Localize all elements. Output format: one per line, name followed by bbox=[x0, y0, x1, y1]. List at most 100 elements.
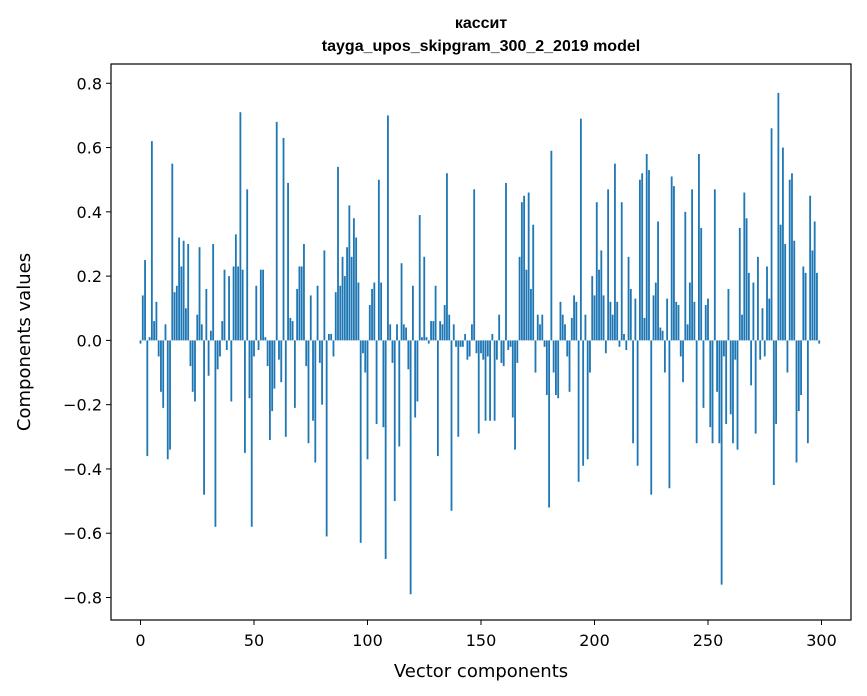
bar bbox=[362, 340, 364, 354]
bar bbox=[618, 340, 621, 347]
bar bbox=[543, 340, 546, 347]
bar bbox=[802, 266, 805, 341]
bar bbox=[754, 340, 757, 434]
bar bbox=[343, 276, 346, 341]
bar bbox=[729, 340, 732, 415]
bar bbox=[779, 224, 782, 341]
bar bbox=[623, 333, 625, 341]
bar bbox=[141, 295, 144, 341]
bar bbox=[520, 202, 523, 341]
bar bbox=[187, 243, 190, 341]
bar bbox=[377, 179, 380, 341]
bar bbox=[784, 243, 787, 341]
bar bbox=[318, 340, 321, 363]
bar bbox=[750, 340, 753, 386]
bar bbox=[641, 173, 644, 341]
bar bbox=[743, 192, 746, 341]
bar bbox=[219, 340, 221, 357]
bar bbox=[185, 308, 187, 341]
bar bbox=[781, 147, 784, 341]
bar bbox=[495, 340, 498, 360]
bar bbox=[720, 340, 723, 585]
bar bbox=[727, 288, 730, 341]
bar bbox=[707, 298, 709, 341]
bar bbox=[561, 314, 564, 341]
bar bbox=[804, 272, 807, 341]
bar bbox=[298, 266, 301, 341]
bar bbox=[498, 314, 501, 341]
bar bbox=[718, 340, 721, 444]
bar bbox=[770, 128, 773, 341]
y-tick-label: 0.8 bbox=[77, 74, 102, 93]
bar bbox=[455, 340, 457, 347]
bar bbox=[441, 324, 444, 341]
bar bbox=[207, 340, 210, 376]
bar bbox=[271, 340, 274, 412]
bar bbox=[314, 340, 317, 463]
bar bbox=[273, 340, 276, 389]
bar bbox=[516, 340, 519, 363]
bar bbox=[357, 282, 360, 341]
bar bbox=[659, 327, 662, 341]
bar bbox=[448, 314, 451, 341]
bar bbox=[552, 340, 555, 373]
bar bbox=[811, 250, 814, 341]
bar bbox=[700, 227, 703, 341]
bar bbox=[732, 340, 734, 444]
bar bbox=[806, 340, 809, 444]
bar bbox=[645, 153, 648, 341]
bar bbox=[620, 202, 623, 341]
bar bbox=[711, 340, 714, 444]
bar bbox=[430, 321, 432, 341]
bar bbox=[527, 192, 530, 341]
bar bbox=[146, 340, 149, 457]
bar bbox=[287, 182, 289, 341]
bar bbox=[584, 314, 587, 341]
bar bbox=[355, 237, 358, 341]
bar-series bbox=[139, 92, 821, 595]
bar bbox=[341, 256, 344, 341]
bar bbox=[591, 276, 594, 341]
bar bbox=[296, 288, 299, 341]
bar bbox=[666, 298, 669, 341]
bar bbox=[459, 340, 462, 347]
bar bbox=[153, 321, 156, 341]
bar bbox=[632, 340, 634, 444]
bar bbox=[264, 337, 267, 341]
bar bbox=[436, 340, 439, 457]
bar bbox=[178, 237, 181, 341]
bar bbox=[148, 337, 151, 341]
bar bbox=[303, 243, 305, 341]
bar bbox=[284, 340, 287, 437]
bar bbox=[593, 295, 596, 341]
bar bbox=[248, 340, 251, 399]
bar bbox=[657, 221, 659, 341]
bar bbox=[793, 240, 796, 341]
bar bbox=[536, 314, 539, 341]
x-tick-label: 250 bbox=[693, 631, 724, 650]
bar bbox=[421, 337, 423, 341]
y-tick-label: 0.6 bbox=[77, 139, 102, 158]
bar bbox=[759, 340, 762, 360]
bar bbox=[282, 137, 285, 341]
bar bbox=[337, 166, 339, 341]
bar bbox=[309, 295, 312, 341]
bar bbox=[663, 340, 666, 373]
bar bbox=[809, 195, 812, 341]
bar bbox=[164, 324, 167, 341]
bar bbox=[409, 340, 412, 595]
bar bbox=[389, 324, 392, 341]
bar bbox=[144, 260, 146, 341]
bar bbox=[532, 224, 535, 341]
bar bbox=[139, 340, 142, 344]
bar bbox=[570, 317, 573, 341]
y-tick-label: 0.4 bbox=[77, 203, 102, 222]
bar bbox=[745, 218, 748, 341]
x-axis-ticks: 0 50 100 150 200 250 300 bbox=[135, 620, 837, 650]
bar bbox=[747, 272, 750, 341]
bar bbox=[384, 340, 387, 559]
bar bbox=[766, 266, 768, 341]
bar bbox=[407, 340, 410, 370]
bar bbox=[734, 340, 737, 360]
y-tick-label: −0.6 bbox=[63, 524, 102, 543]
